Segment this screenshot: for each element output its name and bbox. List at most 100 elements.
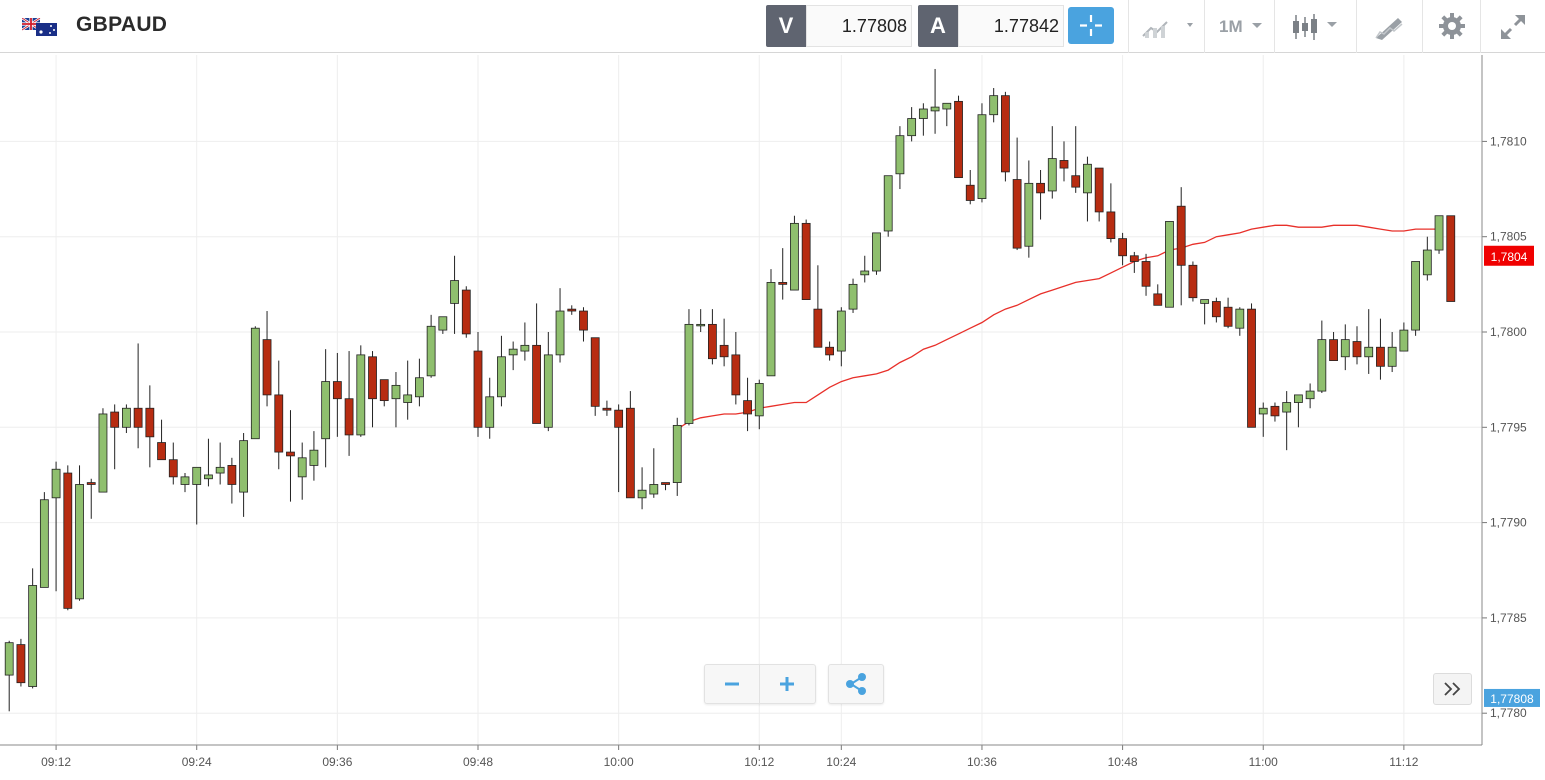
candle-bearish [1141, 253, 1151, 296]
candle-body [907, 118, 917, 137]
candle-body [1364, 346, 1374, 358]
ask-price-box[interactable]: A 1.77842 [918, 5, 1064, 47]
candle-bearish [590, 337, 600, 416]
candle-bullish [1024, 160, 1034, 258]
candle-bearish [1129, 251, 1139, 273]
fullscreen-button[interactable] [1480, 0, 1545, 53]
candle-body [1083, 163, 1092, 194]
candle-bullish [883, 175, 893, 237]
candle-body [297, 457, 307, 478]
candle-bearish [1352, 326, 1362, 365]
candle-body [1329, 339, 1338, 361]
candle-body [977, 114, 987, 199]
candle-body [75, 484, 84, 600]
scroll-to-latest-button[interactable] [1433, 673, 1472, 705]
candle-body [1012, 179, 1022, 249]
candle-body [145, 407, 155, 438]
candle-style-button[interactable] [1274, 0, 1357, 53]
candle-bearish [344, 351, 354, 456]
y-tick-label: 1,7785 [1490, 611, 1527, 625]
x-tick-label: 09:24 [182, 755, 212, 769]
candle-bullish [907, 107, 917, 142]
x-tick-label: 11:12 [1389, 755, 1418, 769]
candle-bearish [1223, 297, 1233, 329]
drawing-tools-button[interactable] [1356, 0, 1423, 53]
candle-body [250, 327, 260, 440]
candle-body [321, 381, 331, 440]
candle-bullish [895, 126, 905, 190]
chart-type-button[interactable] [1128, 0, 1205, 53]
candle-body [1036, 182, 1045, 194]
candle-body [1294, 394, 1303, 403]
candle-bearish [1270, 402, 1280, 422]
candle-body [239, 440, 249, 493]
candle-bullish [696, 309, 706, 332]
candle-body [379, 379, 389, 402]
candle-bearish [379, 379, 389, 407]
candle-bullish [28, 568, 38, 689]
candle-bearish [1036, 169, 1045, 220]
candle-bullish [4, 640, 14, 712]
x-tick-label: 10:00 [604, 755, 634, 769]
x-tick-label: 10:24 [826, 755, 856, 769]
candle-body [918, 108, 928, 119]
bid-price-box[interactable]: V 1.77808 [766, 5, 912, 47]
candle-bearish [1118, 232, 1127, 266]
candle-body [180, 476, 190, 485]
price-chart[interactable]: 1,77801,77851,77901,77951,78001,78051,78… [0, 54, 1545, 780]
x-tick-label: 09:12 [41, 755, 71, 769]
candle-body [133, 407, 143, 428]
candle-bearish [1247, 303, 1256, 428]
candle-body [356, 354, 366, 436]
candle-body [1317, 339, 1327, 392]
candle-bullish [250, 326, 260, 440]
candle-bearish [602, 400, 612, 416]
candle-bullish [1083, 156, 1092, 222]
candle-body [684, 323, 694, 424]
candle-body [731, 354, 741, 396]
candle-body [836, 310, 846, 352]
candle-bearish [567, 305, 577, 315]
zoom-in-button[interactable] [760, 665, 814, 703]
candle-bullish [450, 255, 459, 334]
double-chevron-right-icon [1444, 682, 1461, 696]
timeframe-button[interactable]: 1M [1204, 0, 1275, 53]
zoom-out-button[interactable] [705, 665, 759, 703]
candle-body [930, 106, 940, 112]
candle-body [1153, 293, 1163, 306]
candle-bearish [731, 332, 741, 405]
settings-button[interactable] [1422, 0, 1481, 53]
candle-bullish [1047, 126, 1057, 199]
candle-bearish [719, 318, 729, 367]
candle-body [16, 644, 26, 684]
candle-body [942, 102, 952, 110]
ask-label: A [918, 5, 958, 47]
candle-bearish [1153, 284, 1163, 306]
candle-bearish [332, 352, 342, 437]
candle-bullish [321, 349, 331, 468]
candle-bullish [1258, 402, 1268, 437]
chart-grid [0, 55, 1482, 745]
candle-body [1024, 182, 1034, 247]
candle-body [790, 222, 799, 291]
candle-body [168, 459, 178, 478]
last-price-marker [1484, 245, 1534, 266]
candle-bullish [1399, 322, 1409, 352]
candle-bullish [39, 492, 49, 588]
candle-body [51, 468, 61, 499]
candle-body [473, 350, 483, 428]
candle-body [1094, 167, 1104, 213]
candle-body [708, 323, 717, 360]
candle-bullish [1235, 307, 1245, 336]
x-tick-label: 11:00 [1249, 755, 1278, 769]
candle-bearish [110, 404, 120, 470]
share-button[interactable] [828, 664, 884, 704]
bid-label: V [766, 5, 806, 47]
candle-bearish [157, 419, 166, 461]
candle-bearish [1329, 332, 1338, 361]
candle-bullish [930, 68, 940, 134]
crosshair-button[interactable] [1068, 7, 1114, 44]
candle-body [39, 499, 49, 588]
candles-layer [4, 68, 1456, 712]
candle-bullish [508, 341, 518, 371]
